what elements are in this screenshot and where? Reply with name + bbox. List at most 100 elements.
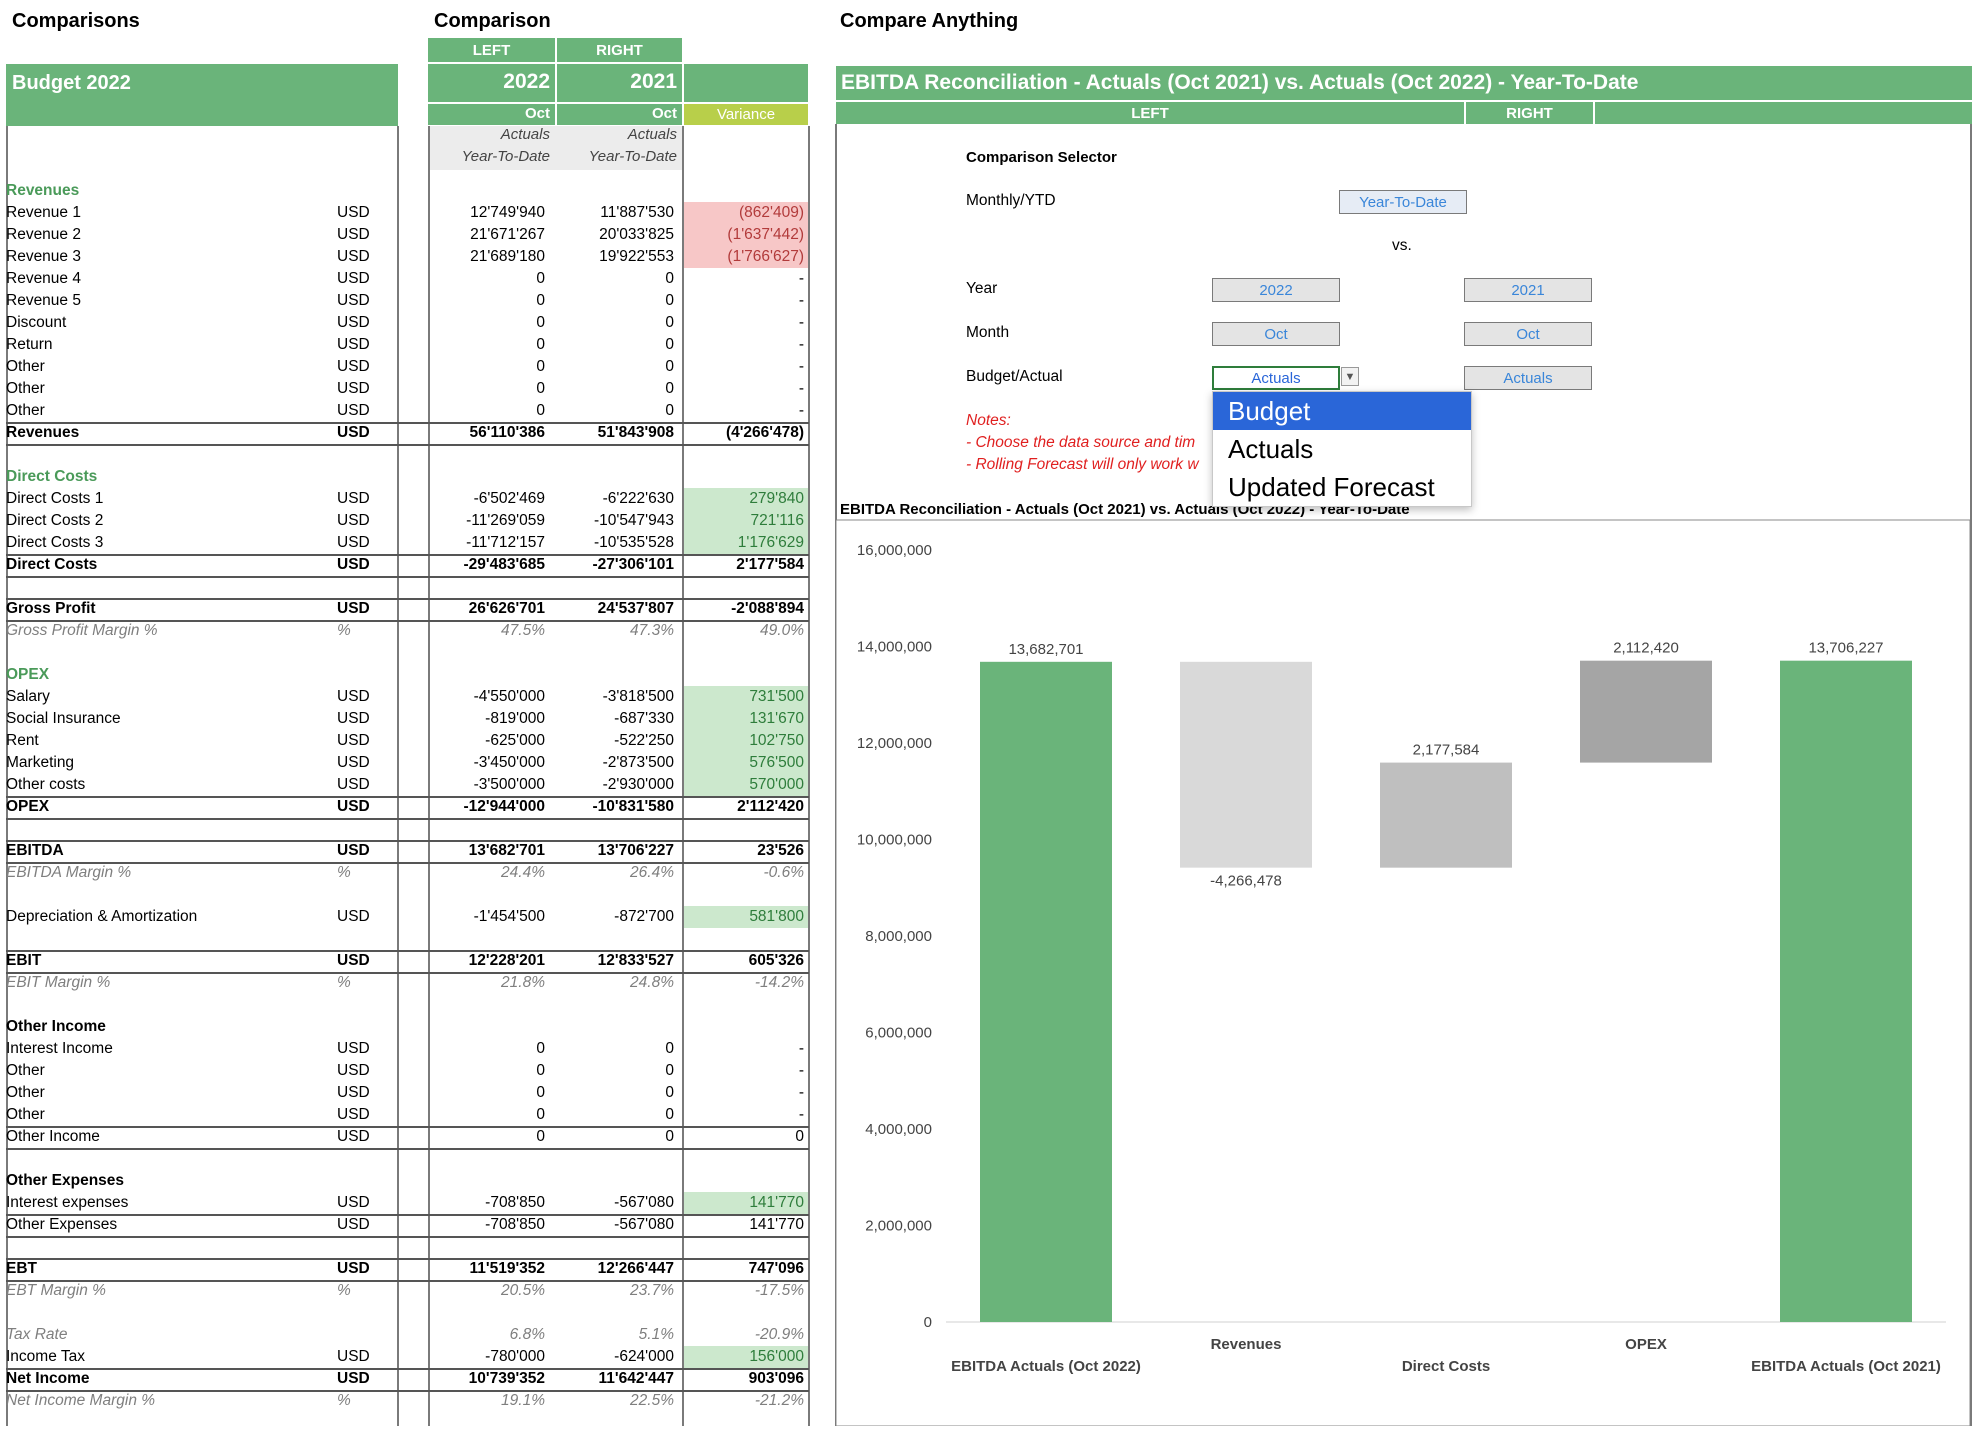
row-right-value: 26.4% (630, 864, 674, 881)
month-label: Month (966, 324, 1010, 341)
row-left-value: 21'689'180 (470, 248, 545, 265)
table-row: EBT USD 11'519'352 12'266'447 747'096 (0, 1258, 810, 1280)
month-right-select[interactable]: Oct (1464, 322, 1592, 346)
panel-header-fill (1595, 102, 1972, 124)
year-left-select[interactable]: 2022 (1212, 278, 1340, 302)
row-variance-value: 141'770 (749, 1216, 804, 1233)
table-row: Return USD 0 0 - (0, 334, 810, 356)
row-label: Discount (6, 314, 67, 331)
total-separator (6, 972, 809, 974)
row-variance-value: -17.5% (754, 1282, 804, 1299)
row-unit: USD (337, 1370, 370, 1387)
left-column-label: LEFT (428, 38, 555, 62)
table-row: Marketing USD -3'450'000 -2'873'500 576'500 (0, 752, 810, 774)
monthly-ytd-select[interactable]: Year-To-Date (1339, 190, 1467, 214)
row-label: EBT (6, 1260, 37, 1277)
row-unit: USD (337, 1260, 370, 1277)
row-left-value: 11'519'352 (469, 1260, 545, 1277)
total-separator (6, 1368, 809, 1370)
row-label: Revenue 4 (6, 270, 81, 287)
row-left-value: 20.5% (501, 1282, 545, 1299)
row-variance-value: 570'000 (684, 774, 808, 796)
row-left-value: 24.4% (501, 864, 545, 881)
row-label: EBIT Margin % (6, 974, 111, 991)
dropdown-option-budget[interactable]: Budget (1213, 392, 1471, 430)
table-row: Gross Profit USD 26'626'701 24'537'807 -2'08… (0, 598, 810, 620)
row-variance-value: 2'177'584 (736, 556, 804, 573)
row-right-value: 20'033'825 (599, 226, 674, 243)
row-left-value: 12'228'201 (468, 952, 545, 969)
right-column-label: RIGHT (557, 38, 682, 62)
row-left-value: 0 (536, 336, 545, 353)
table-row: Other USD 0 0 - (0, 378, 810, 400)
row-left-value: 0 (536, 270, 545, 287)
month-left-select[interactable]: Oct (1212, 322, 1340, 346)
row-unit: USD (337, 292, 370, 309)
row-variance-value: - (798, 336, 804, 353)
row-label: Income Tax (6, 1348, 85, 1365)
row-unit: USD (337, 952, 370, 969)
y-tick-label: 6,000,000 (865, 1025, 932, 1042)
year-right-select[interactable]: 2021 (1464, 278, 1592, 302)
chevron-down-icon[interactable]: ▼ (1341, 367, 1359, 386)
table-row: OPEX (0, 664, 810, 686)
row-unit: USD (337, 204, 370, 221)
row-label: Rent (6, 732, 39, 749)
table-row: Other Expenses USD -708'850 -567'080 141'770 (0, 1214, 810, 1236)
row-label: Gross Profit (6, 600, 96, 617)
row-right-value: 19'922'553 (599, 248, 674, 265)
row-right-value: 0 (665, 380, 674, 397)
vs-label: vs. (1392, 237, 1412, 254)
chart-bar (1780, 660, 1912, 1322)
y-tick-label: 10,000,000 (857, 832, 932, 849)
row-variance-value: - (798, 1040, 804, 1057)
table-row: Income Tax USD -780'000 -624'000 156'000 (0, 1346, 810, 1368)
total-separator (6, 1258, 809, 1260)
table-row: Rent USD -625'000 -522'250 102'750 (0, 730, 810, 752)
row-unit: USD (337, 1106, 370, 1123)
row-label: Marketing (6, 754, 75, 771)
table-row: Revenue 5 USD 0 0 - (0, 290, 810, 312)
table-row: Interest expenses USD -708'850 -567'080 141'… (0, 1192, 810, 1214)
row-label: EBT Margin % (6, 1282, 106, 1299)
budget-actual-right-select[interactable]: Actuals (1464, 366, 1592, 390)
row-left-value: 21.8% (501, 974, 545, 991)
y-tick-label: 4,000,000 (865, 1121, 932, 1138)
row-variance-value: 156'000 (684, 1346, 808, 1368)
table-row: Social Insurance USD -819'000 -687'330 131'6… (0, 708, 810, 730)
total-separator (6, 818, 809, 820)
x-category-label: Direct Costs (1402, 1358, 1490, 1375)
row-variance-value: - (798, 380, 804, 397)
row-label: Direct Costs 2 (6, 512, 104, 529)
dropdown-option-actuals[interactable]: Actuals (1228, 434, 1314, 464)
row-variance-value: 731'500 (684, 686, 808, 708)
right-year: 2021 (630, 70, 677, 93)
table-row: Tax Rate 6.8% 5.1% -20.9% (0, 1324, 810, 1346)
row-right-value: -10'547'943 (593, 512, 674, 529)
row-label: EBITDA Margin % (6, 864, 132, 881)
row-variance-value: -14.2% (754, 974, 804, 991)
row-variance-value: -2'088'894 (731, 600, 804, 617)
year-label: Year (966, 280, 998, 297)
row-unit: USD (337, 710, 370, 727)
total-separator (6, 444, 809, 446)
row-label: Revenue 3 (6, 248, 81, 265)
dropdown-option-updated-forecast[interactable]: Updated Forecast (1228, 472, 1435, 502)
budget-actual-dropdown[interactable]: Budget Actuals Updated Forecast (1212, 391, 1472, 507)
row-unit: USD (337, 556, 370, 573)
panel-left-label: LEFT (836, 102, 1464, 124)
row-right-value: 0 (665, 1040, 674, 1057)
chart-bar (1380, 762, 1512, 868)
table-row: Revenues (0, 180, 810, 202)
budget-actual-left-select[interactable]: Actuals (1212, 366, 1340, 390)
table-row: Direct Costs 3 USD -11'712'157 -10'535'528 1… (0, 532, 810, 554)
row-label: Revenue 1 (6, 204, 81, 221)
right-period: Year-To-Date (588, 148, 677, 165)
row-left-value: 21'671'267 (470, 226, 545, 243)
total-separator (6, 1280, 809, 1282)
table-row: Net Income USD 10'739'352 11'642'447 903'096 (0, 1368, 810, 1390)
row-right-value: 24.8% (630, 974, 674, 991)
row-right-value: -687'330 (614, 710, 674, 727)
row-unit: USD (337, 600, 370, 617)
table-row: Other costs USD -3'500'000 -2'930'000 570'00… (0, 774, 810, 796)
